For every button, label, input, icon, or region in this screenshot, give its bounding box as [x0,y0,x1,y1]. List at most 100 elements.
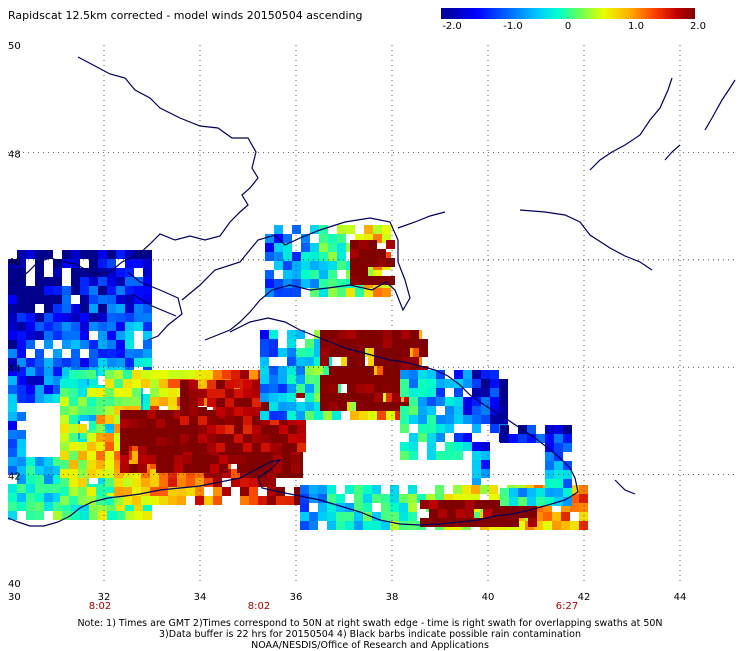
wind-cell [368,348,377,357]
wind-cell [53,511,62,520]
wind-cell [301,270,310,279]
wind-cell [329,384,338,393]
wind-cell [132,469,141,478]
wind-cell [44,286,53,295]
colorbar-tick-label: 0 [564,21,572,32]
wind-cell [392,366,401,375]
wind-cell [143,502,152,511]
wind-cell [454,406,463,415]
wind-cell [492,518,501,527]
wind-cell [26,322,35,331]
wind-cell [195,487,204,496]
wind-cell [435,485,444,494]
wind-cell [453,485,462,494]
wind-cell [189,425,198,434]
wind-cell [17,277,26,286]
wind-cell [297,434,306,443]
wind-cell [180,407,189,416]
wind-cell [26,484,35,493]
wind-cell [314,402,323,411]
wind-cell [62,313,71,322]
wind-cell [471,494,480,503]
wind-cell [463,433,472,442]
colorbar-tick-label: 1.0 [628,21,644,32]
wind-cell [338,375,347,384]
wind-cell [261,425,270,434]
wind-cell [320,330,329,339]
wind-cell [231,478,240,487]
wind-cell [314,330,323,339]
wind-cell [71,349,80,358]
wind-cell [35,493,44,502]
wind-cell [143,511,152,520]
wind-cell [543,512,552,521]
wind-cell [471,485,480,494]
wind-cell [125,277,134,286]
wind-cell [297,389,306,398]
wind-cell [545,470,554,479]
wind-cell [17,250,26,259]
wind-cell [399,512,408,521]
wind-cell [554,488,563,497]
wind-cell [107,277,116,286]
wind-cell [123,370,132,379]
wind-cell [125,295,134,304]
wind-cell [53,349,62,358]
wind-cell [356,384,365,393]
wind-cell [143,277,152,286]
wind-cell [78,496,87,505]
wind-cell [225,380,234,389]
wind-cell [408,512,417,521]
wind-cell [26,304,35,313]
wind-cell [114,433,123,442]
wind-cell [545,488,554,497]
colorbar-tick-label: -2.0 [442,21,462,32]
wind-cell [252,380,261,389]
wind-cell [180,443,189,452]
wind-cell [120,455,129,464]
wind-cell [8,331,17,340]
wind-cell [274,261,283,270]
wind-cell [237,455,246,464]
wind-cell [258,496,267,505]
wind-cell [168,379,177,388]
wind-cell [98,349,107,358]
wind-cell [180,425,189,434]
wind-cell [354,485,363,494]
wind-cell [534,521,543,530]
wind-cell [207,398,216,407]
wind-cell [60,469,69,478]
wind-cell [123,379,132,388]
wind-cell [195,496,204,505]
wind-cell [287,384,296,393]
wind-cell [219,464,228,473]
wind-cell [400,406,409,415]
wind-cell [62,322,71,331]
wind-cell [143,403,152,412]
wind-cell [356,357,365,366]
wind-cell [481,469,490,478]
wind-cell [314,348,323,357]
wind-cell [62,358,71,367]
wind-cell [204,469,213,478]
wind-cell [265,270,274,279]
wind-cell [563,470,572,479]
wind-cell [252,443,261,452]
wind-cell [8,385,17,394]
colorbar-tick-label: 2.0 [690,21,706,32]
wind-cell [35,475,44,484]
wind-cell [481,406,490,415]
wind-cell [87,406,96,415]
wind-cell [269,402,278,411]
wind-cell [53,466,62,475]
wind-cell [87,433,96,442]
wind-cell [252,434,261,443]
wind-cell [60,406,69,415]
wind-cell [518,434,527,443]
wind-cell [472,370,481,379]
wind-cell [579,485,588,494]
wind-cell [492,500,501,509]
wind-cell [114,415,123,424]
wind-cell [337,252,346,261]
wind-cell [260,330,269,339]
